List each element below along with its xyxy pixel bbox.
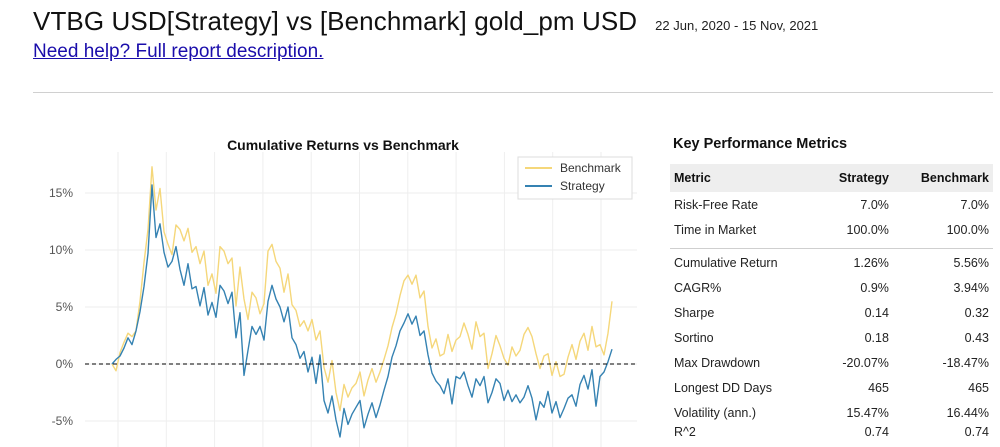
strategy-value: 0.18 bbox=[864, 330, 889, 345]
strategy-value: 0.14 bbox=[864, 305, 889, 320]
strategy-value: 0.74 bbox=[864, 425, 889, 439]
key-performance-metrics: Key Performance Metrics Metric Strategy … bbox=[670, 128, 993, 443]
benchmark-value: 465 bbox=[968, 380, 989, 395]
metric-name: Volatility (ann.) bbox=[674, 405, 756, 420]
series-line-strategy bbox=[111, 184, 613, 438]
table-row: R^2 0.74 0.74 bbox=[670, 425, 993, 443]
benchmark-value: 3.94% bbox=[953, 280, 989, 295]
metrics-title: Key Performance Metrics bbox=[673, 136, 848, 152]
metrics-table: Metric Strategy Benchmark Risk-Free Rate… bbox=[670, 164, 993, 443]
table-row: Volatility (ann.) 15.47% 16.44% bbox=[670, 400, 993, 425]
benchmark-value: 0.74 bbox=[964, 425, 989, 439]
y-tick-label: 0% bbox=[56, 357, 74, 371]
metric-name: Cumulative Return bbox=[674, 255, 778, 270]
header-metric: Metric bbox=[670, 164, 817, 192]
benchmark-value: 16.44% bbox=[946, 405, 989, 420]
metric-name: Sharpe bbox=[674, 305, 715, 320]
metric-name: Sortino bbox=[674, 330, 714, 345]
table-row: Risk-Free Rate 7.0% 7.0% bbox=[670, 192, 993, 217]
header-strategy: Strategy bbox=[816, 164, 893, 192]
series-lines bbox=[111, 166, 613, 438]
legend-label-strategy: Strategy bbox=[560, 179, 605, 193]
cumulative-returns-chart: Cumulative Returns vs Benchmark 15% 10% 5%… bbox=[0, 128, 650, 447]
y-tick-label: -5% bbox=[52, 414, 74, 428]
table-row: Sharpe 0.14 0.32 bbox=[670, 300, 993, 325]
header-benchmark: Benchmark bbox=[892, 164, 993, 192]
table-row: Max Drawdown -20.07% -18.47% bbox=[670, 350, 993, 375]
benchmark-value: 100.0% bbox=[946, 222, 989, 237]
metrics-header-row: Metric Strategy Benchmark bbox=[670, 164, 993, 192]
x-gridlines bbox=[117, 152, 602, 447]
table-row: Cumulative Return 1.26% 5.56% bbox=[670, 250, 993, 275]
report-title: VTBG USD[Strategy] vs [Benchmark] gold_p… bbox=[33, 6, 638, 36]
metric-name: CAGR% bbox=[674, 280, 722, 295]
title-row: VTBG USD[Strategy] vs [Benchmark] gold_p… bbox=[33, 6, 818, 37]
benchmark-value: -18.47% bbox=[942, 355, 989, 370]
strategy-value: 465 bbox=[868, 380, 889, 395]
strategy-value: 0.9% bbox=[860, 280, 889, 295]
y-tick-label: 10% bbox=[49, 243, 73, 257]
strategy-value: 100.0% bbox=[846, 222, 889, 237]
strategy-value: -20.07% bbox=[842, 355, 889, 370]
strategy-value: 15.47% bbox=[846, 405, 889, 420]
metric-name: R^2 bbox=[674, 425, 696, 439]
date-range: 22 Jun, 2020 - 15 Nov, 2021 bbox=[655, 18, 819, 33]
series-line-benchmark bbox=[111, 166, 613, 412]
metric-name: Longest DD Days bbox=[674, 380, 772, 395]
chart-legend: Benchmark Strategy bbox=[517, 156, 633, 200]
benchmark-value: 0.43 bbox=[964, 330, 989, 345]
legend-box bbox=[517, 156, 633, 200]
table-row: CAGR% 0.9% 3.94% bbox=[670, 275, 993, 300]
metric-name: Time in Market bbox=[674, 222, 757, 237]
row-separator bbox=[670, 242, 993, 250]
strategy-value: 7.0% bbox=[860, 197, 889, 212]
chart-title: Cumulative Returns vs Benchmark bbox=[227, 137, 459, 153]
benchmark-value: 0.32 bbox=[964, 305, 989, 320]
strategy-value: 1.26% bbox=[853, 255, 889, 270]
table-row: Time in Market 100.0% 100.0% bbox=[670, 217, 993, 242]
help-link[interactable]: Need help? Full report description. bbox=[33, 41, 324, 62]
y-tick-label: 5% bbox=[56, 300, 74, 314]
header-divider bbox=[33, 92, 993, 93]
y-gridlines bbox=[85, 192, 637, 422]
metric-name: Risk-Free Rate bbox=[674, 197, 759, 212]
table-row: Sortino 0.18 0.43 bbox=[670, 325, 993, 350]
report-header: VTBG USD[Strategy] vs [Benchmark] gold_p… bbox=[33, 6, 818, 63]
y-tick-labels: 15% 10% 5% 0% -5% bbox=[49, 186, 73, 428]
metric-name: Max Drawdown bbox=[674, 355, 761, 370]
y-tick-label: 15% bbox=[49, 186, 73, 200]
table-row: Longest DD Days 465 465 bbox=[670, 375, 993, 400]
legend-label-benchmark: Benchmark bbox=[560, 161, 622, 175]
benchmark-value: 5.56% bbox=[953, 255, 989, 270]
benchmark-value: 7.0% bbox=[960, 197, 990, 212]
chart-svg: Cumulative Returns vs Benchmark 15% 10% 5%… bbox=[49, 137, 637, 447]
